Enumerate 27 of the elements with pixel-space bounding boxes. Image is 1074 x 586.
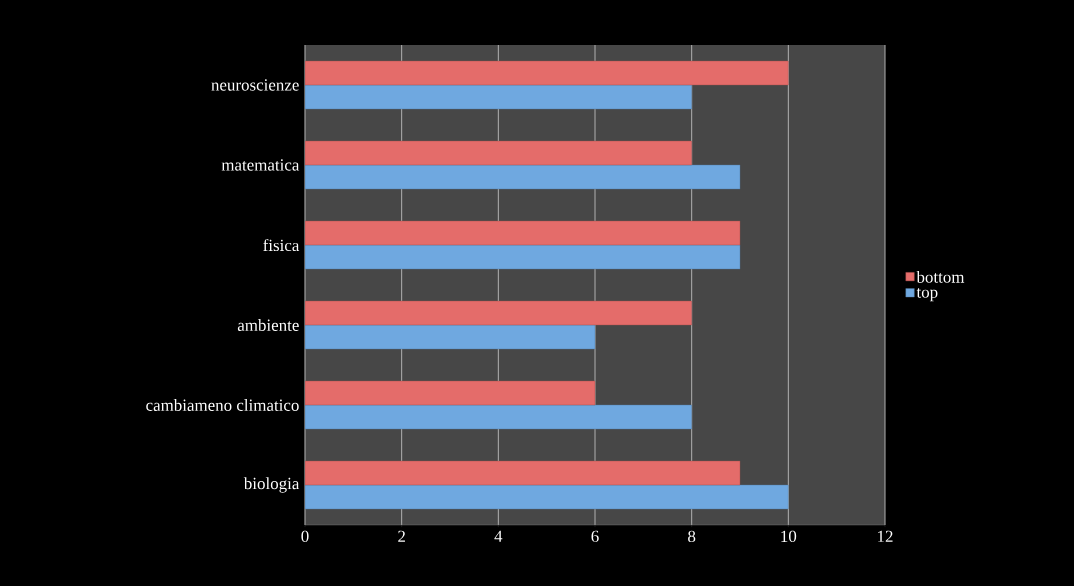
bar <box>305 164 741 190</box>
bar <box>305 324 596 350</box>
bar <box>305 220 741 246</box>
y-tick-label: ambiente <box>237 319 299 331</box>
x-tick-label: 10 <box>781 530 797 543</box>
bar <box>305 300 692 326</box>
legend-label: bottom <box>916 270 965 283</box>
x-tick-label: 4 <box>494 530 503 542</box>
y-tick-label: matematica <box>221 159 300 171</box>
bar <box>305 404 692 430</box>
legend-label: top <box>916 288 938 302</box>
y-tick-label: fisica <box>263 238 300 252</box>
x-tick-label: 12 <box>878 530 893 542</box>
bar <box>305 484 789 510</box>
bar <box>305 244 741 270</box>
bar <box>305 84 692 110</box>
x-tick-label: 2 <box>398 530 405 542</box>
y-tick-label: biologia <box>243 477 300 493</box>
x-tick-label: 6 <box>591 530 599 543</box>
x-tick-label: 8 <box>688 530 696 543</box>
bar <box>305 460 741 486</box>
y-tick-label: cambiameno climatico <box>146 399 299 411</box>
bar <box>305 140 692 166</box>
x-tick-label: 0 <box>301 530 309 543</box>
bar <box>305 380 596 406</box>
bar <box>305 60 789 86</box>
y-tick-label: neuroscienze <box>211 79 299 91</box>
